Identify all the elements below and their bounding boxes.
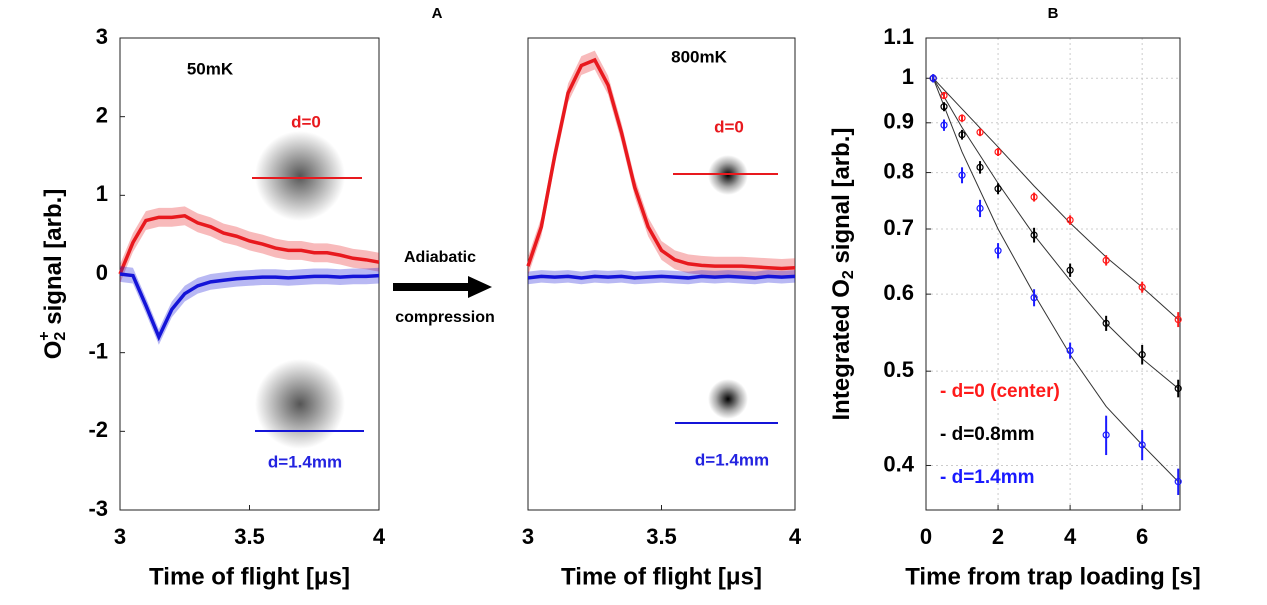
y-tick-label: -3 xyxy=(88,496,108,521)
data-point xyxy=(1174,384,1182,393)
confidence-band xyxy=(120,206,379,284)
confidence-band xyxy=(528,50,795,278)
chart-title: B xyxy=(1048,5,1059,22)
data-point xyxy=(1138,351,1146,359)
y-axis-label-part: + xyxy=(36,331,53,340)
y-tick-label: 0.6 xyxy=(883,280,914,305)
y-tick-label: -2 xyxy=(88,417,108,442)
fit-line xyxy=(932,77,1179,320)
y-axis-label-part: O xyxy=(40,341,67,360)
x-axis-label: Time of flight [μs] xyxy=(561,563,762,590)
data-point xyxy=(994,148,1002,156)
legend-label: - d=1.4mm xyxy=(940,467,1035,488)
x-tick-label: 0 xyxy=(920,524,932,549)
y-tick-label: 1.1 xyxy=(883,24,914,49)
y-axis-label: Integrated O2 signal [arb.] xyxy=(828,128,857,421)
cloud-image xyxy=(708,379,748,419)
data-point xyxy=(1174,315,1182,324)
y-axis-label-part: signal [arb.] xyxy=(828,128,855,271)
data-point xyxy=(976,128,984,136)
data-point xyxy=(994,185,1002,193)
data-point xyxy=(994,247,1002,255)
legend-label: - d=0.8mm xyxy=(940,424,1035,445)
y-tick-label: -1 xyxy=(88,338,108,363)
y-tick-label: 2 xyxy=(96,102,108,127)
cloud-image xyxy=(255,131,345,221)
data-point xyxy=(976,163,984,171)
x-tick-label: 4 xyxy=(789,524,802,549)
data-point xyxy=(1066,266,1074,274)
data-point xyxy=(940,91,948,100)
data-point xyxy=(958,171,966,179)
y-axis-label-part: Integrated O xyxy=(828,279,855,420)
data-point xyxy=(1066,346,1074,355)
data-point xyxy=(958,114,966,122)
y-tick-label: 0.9 xyxy=(883,109,914,134)
data-point xyxy=(929,74,937,82)
series-line xyxy=(527,274,796,280)
data-point xyxy=(1102,256,1110,264)
x-tick-label: 3 xyxy=(114,524,126,549)
y-tick-label: 0.4 xyxy=(883,451,914,476)
fit-line xyxy=(932,78,1179,389)
y-tick-label: 3 xyxy=(96,24,108,49)
y-tick-label: 1 xyxy=(96,181,108,206)
annotation: d=1.4mm xyxy=(695,450,769,469)
data-point xyxy=(1030,193,1038,201)
data-point xyxy=(1030,231,1038,239)
confidence-band xyxy=(120,266,379,345)
data-point xyxy=(1102,319,1110,327)
x-tick-label: 3.5 xyxy=(234,524,265,549)
annotation: d=1.4mm xyxy=(268,452,342,471)
fit-line xyxy=(932,78,1179,482)
arrow-head xyxy=(468,276,492,298)
chart-title: A xyxy=(432,5,443,22)
data-point xyxy=(1102,431,1110,439)
annotation: d=0 xyxy=(291,112,321,131)
data-point xyxy=(1138,283,1146,291)
x-tick-label: 3 xyxy=(522,524,534,549)
data-point xyxy=(1030,294,1038,302)
data-point xyxy=(976,204,984,212)
arrow-label: compression xyxy=(395,309,495,326)
legend-label: - d=0 (center) xyxy=(940,381,1060,402)
x-tick-label: 2 xyxy=(992,524,1004,549)
y-axis-label-part: signal [arb.] xyxy=(40,189,67,332)
y-tick-label: 0 xyxy=(96,260,108,285)
annotation: 800mK xyxy=(671,47,727,66)
y-tick-label: 0.5 xyxy=(883,357,914,382)
y-tick-label: 1 xyxy=(902,64,914,89)
data-point xyxy=(940,121,948,129)
series-line xyxy=(526,57,796,271)
x-tick-label: 4 xyxy=(1064,524,1077,549)
x-tick-label: 4 xyxy=(373,524,386,549)
cloud-image xyxy=(255,359,345,449)
data-point xyxy=(940,103,948,111)
plot-frame xyxy=(925,37,1181,511)
y-tick-label: 0.7 xyxy=(883,215,914,240)
annotation: 50mK xyxy=(187,59,234,78)
data-point xyxy=(958,131,966,139)
series-line xyxy=(118,213,380,275)
y-axis-label-part: 2 xyxy=(52,332,69,341)
data-point xyxy=(1174,478,1182,486)
x-axis-label: Time of flight [μs] xyxy=(149,563,350,590)
series-line xyxy=(119,272,380,342)
annotation: d=0 xyxy=(714,117,744,136)
y-axis-label-part: 2 xyxy=(840,270,857,279)
x-tick-label: 6 xyxy=(1136,524,1148,549)
x-axis-label: Time from trap loading [s] xyxy=(905,563,1201,590)
y-tick-label: 0.8 xyxy=(883,158,914,183)
arrow-label: Adiabatic xyxy=(404,249,476,266)
x-tick-label: 3.5 xyxy=(646,524,677,549)
data-point xyxy=(1066,216,1074,224)
y-axis-label: O2+ signal [arb.] xyxy=(36,189,69,360)
data-point xyxy=(1138,441,1146,449)
